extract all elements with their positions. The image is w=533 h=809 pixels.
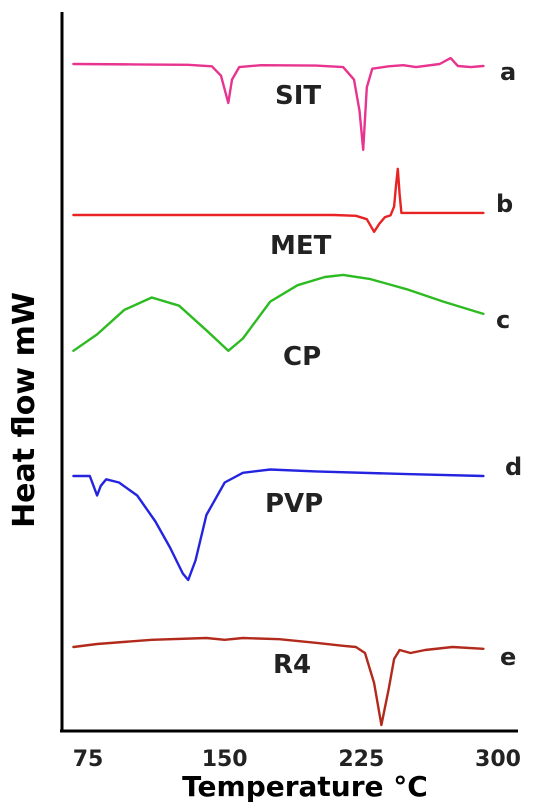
x-tick-label: 225 — [338, 747, 384, 772]
series-letter-e: e — [500, 643, 516, 671]
y-axis-label: Heat flow mW — [7, 292, 42, 528]
series-line-pvp — [72, 468, 485, 582]
series-letter-a: a — [500, 58, 516, 86]
x-tick-label: 75 — [73, 747, 104, 772]
series-line-r4 — [72, 636, 485, 727]
series-label-sit: SIT — [275, 81, 321, 111]
series-label-met: MET — [270, 231, 332, 261]
series-line-sit — [72, 56, 485, 151]
x-axis-label: Temperature °C — [182, 770, 428, 803]
x-tick-label: 300 — [475, 747, 521, 772]
series-line-met — [72, 167, 485, 233]
series-label-r4: R4 — [273, 650, 311, 680]
series-letter-c: c — [496, 306, 510, 334]
series-label-pvp: PVP — [265, 489, 323, 519]
series-letter-d: d — [505, 453, 522, 481]
series-label-cp: CP — [283, 342, 321, 372]
x-tick-label: 150 — [202, 747, 248, 772]
series-letter-b: b — [496, 190, 513, 218]
series-line-cp — [72, 273, 485, 352]
